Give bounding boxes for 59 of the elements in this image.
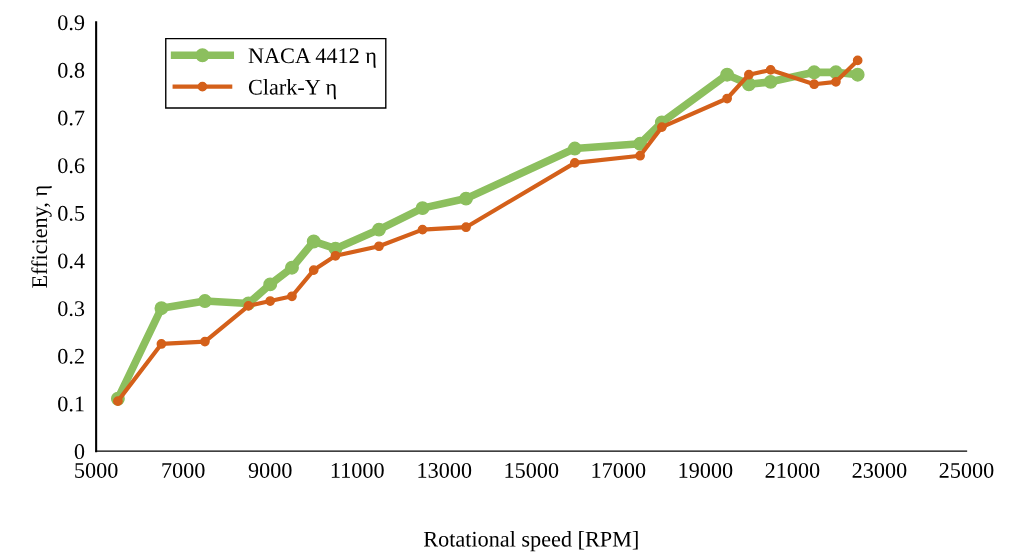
point	[330, 250, 341, 261]
point	[154, 301, 169, 316]
point	[744, 69, 754, 80]
x-tick-label: 15000	[505, 462, 559, 478]
point	[287, 291, 297, 302]
point	[263, 277, 278, 292]
point	[113, 396, 123, 406]
x-tick-label: 19000	[679, 462, 733, 478]
point	[720, 67, 735, 82]
x-tick-label: 23000	[852, 462, 907, 478]
point	[722, 93, 732, 104]
point	[285, 260, 299, 275]
point	[265, 296, 276, 306]
point	[656, 122, 667, 132]
y-tick-label: 0.1	[58, 396, 84, 412]
point	[197, 294, 212, 309]
point	[567, 141, 582, 156]
legend-label: NACA 4412 η	[248, 48, 376, 68]
x-tick-label: 7000	[162, 462, 205, 478]
x-axis-title: Rotational speed [RPM]	[423, 531, 638, 552]
point	[461, 222, 471, 233]
point	[809, 79, 820, 90]
point	[635, 150, 645, 161]
point	[850, 67, 865, 82]
y-tick-label: 0.6	[58, 158, 85, 174]
point	[807, 65, 822, 80]
point	[633, 136, 648, 151]
point	[374, 241, 384, 252]
y-axis-title: Efficieny, η	[31, 186, 52, 288]
point	[372, 222, 386, 237]
x-tick-label: 9000	[248, 462, 292, 478]
point	[765, 65, 776, 75]
point	[200, 336, 210, 347]
point	[156, 339, 167, 349]
y-tick-label: 0	[74, 444, 85, 460]
y-tick-label: 0.8	[58, 62, 85, 78]
x-tick-label: 13000	[418, 462, 472, 478]
point	[459, 191, 473, 206]
y-tick-label: 0.4	[58, 253, 85, 269]
x-tick-label: 21000	[765, 462, 820, 478]
point	[415, 201, 430, 216]
point	[243, 300, 254, 311]
point	[308, 265, 319, 275]
point	[569, 157, 580, 168]
x-tick-label: 17000	[592, 462, 646, 478]
legend-label: Clark-Y η	[248, 79, 336, 100]
x-tick-label: 25000	[939, 462, 994, 478]
y-tick-label: 0.7	[58, 110, 85, 126]
point	[306, 234, 321, 249]
point	[852, 55, 863, 66]
point	[831, 76, 841, 87]
y-tick-label: 0.2	[58, 348, 84, 364]
point	[417, 224, 428, 235]
y-tick-label: 0.5	[58, 205, 85, 221]
x-tick-label: 11000	[331, 462, 384, 478]
y-tick-label: 0.3	[58, 301, 85, 317]
y-tick-label: 0.9	[58, 15, 85, 31]
point	[763, 74, 778, 89]
x-tick-label: 5000	[75, 462, 118, 478]
